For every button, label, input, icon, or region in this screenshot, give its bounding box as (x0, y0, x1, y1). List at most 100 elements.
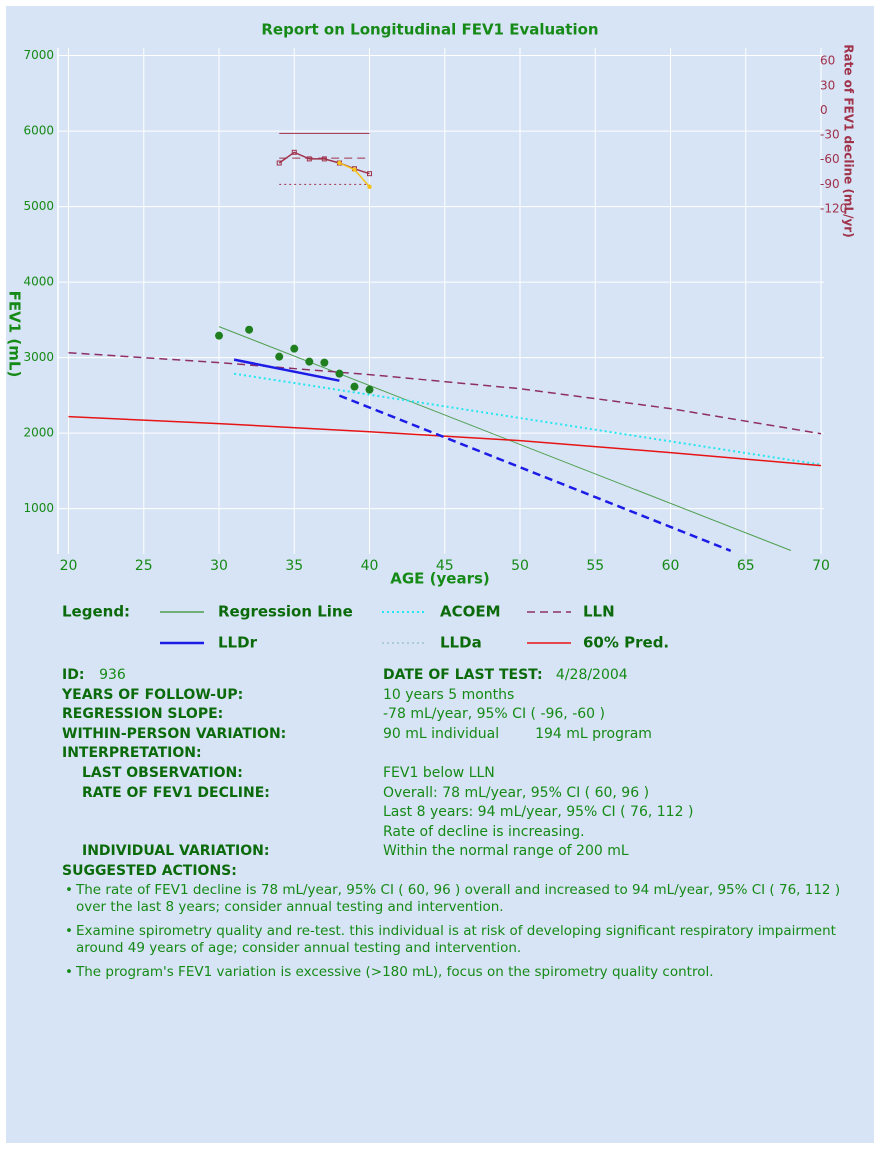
value: -78 mL/year, 95% CI ( -96, -60 ) (383, 706, 605, 723)
id-row: ID: 936 DATE OF LAST TEST: 4/28/2004 (62, 666, 842, 686)
date-value: 4/28/2004 (555, 667, 628, 683)
y-tick-label: 3000 (23, 350, 54, 364)
id: ID: 936 (62, 666, 383, 686)
series-line (218, 326, 792, 551)
line: Overall: 78 mL/year, 95% CI ( 60, 96 ) (383, 784, 650, 801)
series-line (338, 394, 732, 552)
label: REGRESSION SLOPE: (62, 706, 224, 723)
label: YEARS OF FOLLOW-UP: (62, 686, 244, 703)
label: INTERPRETATION: (62, 745, 202, 762)
y2-tick-label: 0 (820, 103, 828, 117)
value: FEV1 below LLN (383, 764, 495, 784)
y2-tick-label: -120 (820, 202, 847, 216)
marker (337, 160, 342, 166)
label: SUGGESTED ACTIONS: (62, 862, 237, 879)
x-tick-label: 50 (511, 558, 529, 574)
marker (276, 160, 282, 166)
data-point (320, 358, 329, 367)
report-page: Report on Longitudinal FEV1 Evaluation A… (6, 6, 874, 1143)
data-point (290, 344, 299, 353)
marker (291, 149, 297, 155)
line: Last 8 years: 94 mL/year, 95% CI ( 76, 1… (383, 804, 694, 821)
data-point (305, 357, 314, 366)
x-tick-label: 45 (436, 558, 454, 574)
y2-axis-label: Rate of FEV1 decline (mL/yr) (842, 44, 856, 237)
row: INDIVIDUAL VARIATION: Within the normal r… (62, 842, 842, 862)
label: RATE OF FEV1 DECLINE: (82, 784, 270, 801)
y2-tick-label: 60 (820, 54, 835, 68)
line: Rate of decline is increasing. (383, 823, 585, 840)
legend-label: LLDr (218, 634, 258, 652)
data-point (215, 331, 224, 340)
y-tick-label: 5000 (23, 199, 54, 213)
x-tick-label: 40 (361, 558, 379, 574)
series-line (68, 415, 822, 467)
y2-tick-label: -60 (820, 152, 840, 166)
x-tick-label: 35 (285, 558, 303, 574)
legend-title: Legend: (62, 603, 130, 621)
action: The program's FEV1 variation is excessiv… (65, 964, 842, 982)
x-tick-label: 65 (737, 558, 755, 574)
row: YEARS OF FOLLOW-UP: 10 years 5 months (62, 686, 842, 706)
y2-tick-label: 30 (820, 78, 835, 92)
marker (367, 184, 372, 190)
line: FEV1 below LLN (383, 764, 495, 781)
y-tick-label: 7000 (23, 48, 54, 62)
grid (57, 48, 824, 554)
y-tick-label: 2000 (23, 426, 54, 440)
marker (352, 167, 357, 172)
chart: Report on Longitudinal FEV1 Evaluation A… (6, 21, 856, 652)
y-tick-label: 6000 (23, 124, 54, 138)
y2-tick-label: -90 (820, 177, 840, 191)
chart-title: Report on Longitudinal FEV1 Evaluation (261, 21, 598, 39)
row: REGRESSION SLOPE: -78 mL/year, 95% CI ( -… (62, 705, 842, 725)
series-line (233, 372, 822, 466)
value: Overall: 78 mL/year, 95% CI ( 60, 96 ) La… (383, 784, 693, 843)
actions-list: The rate of FEV1 decline is 78 mL/year, … (62, 882, 842, 982)
marker (306, 156, 312, 162)
data-point (245, 325, 254, 334)
label: INDIVIDUAL VARIATION: (82, 843, 270, 860)
label: WITHIN-PERSON VARIATION: (62, 725, 287, 742)
date: DATE OF LAST TEST: 4/28/2004 (383, 666, 628, 686)
marker (321, 156, 327, 162)
date-label: DATE OF LAST TEST: (383, 667, 543, 683)
x-tick-label: 70 (812, 558, 830, 574)
legend-label: LLDa (440, 634, 482, 652)
legend-label: Regression Line (218, 603, 353, 621)
data-point (350, 382, 359, 391)
x-tick-label: 30 (210, 558, 228, 574)
value: 10 years 5 months (383, 686, 515, 703)
x-axis-label: AGE (years) (390, 570, 490, 588)
row: RATE OF FEV1 DECLINE: Overall: 78 mL/year… (62, 784, 842, 843)
y-tick-label: 1000 (23, 501, 54, 515)
data-point (365, 385, 374, 394)
action: The rate of FEV1 decline is 78 mL/year, … (65, 882, 842, 917)
value: 90 mL individual 194 mL program (383, 725, 652, 745)
row: WITHIN-PERSON VARIATION: 90 mL individual… (62, 725, 842, 745)
marker (367, 171, 373, 177)
id-label: ID: (62, 667, 85, 683)
data-point (275, 352, 284, 361)
legend-label: ACOEM (440, 603, 501, 621)
action: Examine spirometry quality and re-test. … (65, 923, 842, 958)
y2-tick-label: -30 (820, 128, 840, 142)
individual: 90 mL individual (383, 725, 500, 742)
x-tick-label: 55 (586, 558, 604, 574)
data-point (335, 369, 344, 378)
row: INTERPRETATION: (62, 744, 842, 764)
value: Within the normal range of 200 mL (383, 842, 629, 862)
y-axis-label: FEV1 (mL) (6, 291, 24, 378)
label: LAST OBSERVATION: (82, 764, 243, 781)
row: SUGGESTED ACTIONS: (62, 862, 842, 882)
x-tick-label: 20 (60, 558, 78, 574)
legend-label: LLN (583, 603, 615, 621)
report: ID: 936 DATE OF LAST TEST: 4/28/2004 YEA… (62, 666, 842, 987)
program: 194 mL program (535, 725, 652, 742)
legend-label: 60% Pred. (583, 634, 669, 652)
row: LAST OBSERVATION: FEV1 below LLN (62, 764, 842, 784)
line: Within the normal range of 200 mL (383, 843, 629, 860)
id-value: 936 (99, 667, 126, 683)
y-tick-label: 4000 (23, 275, 54, 289)
